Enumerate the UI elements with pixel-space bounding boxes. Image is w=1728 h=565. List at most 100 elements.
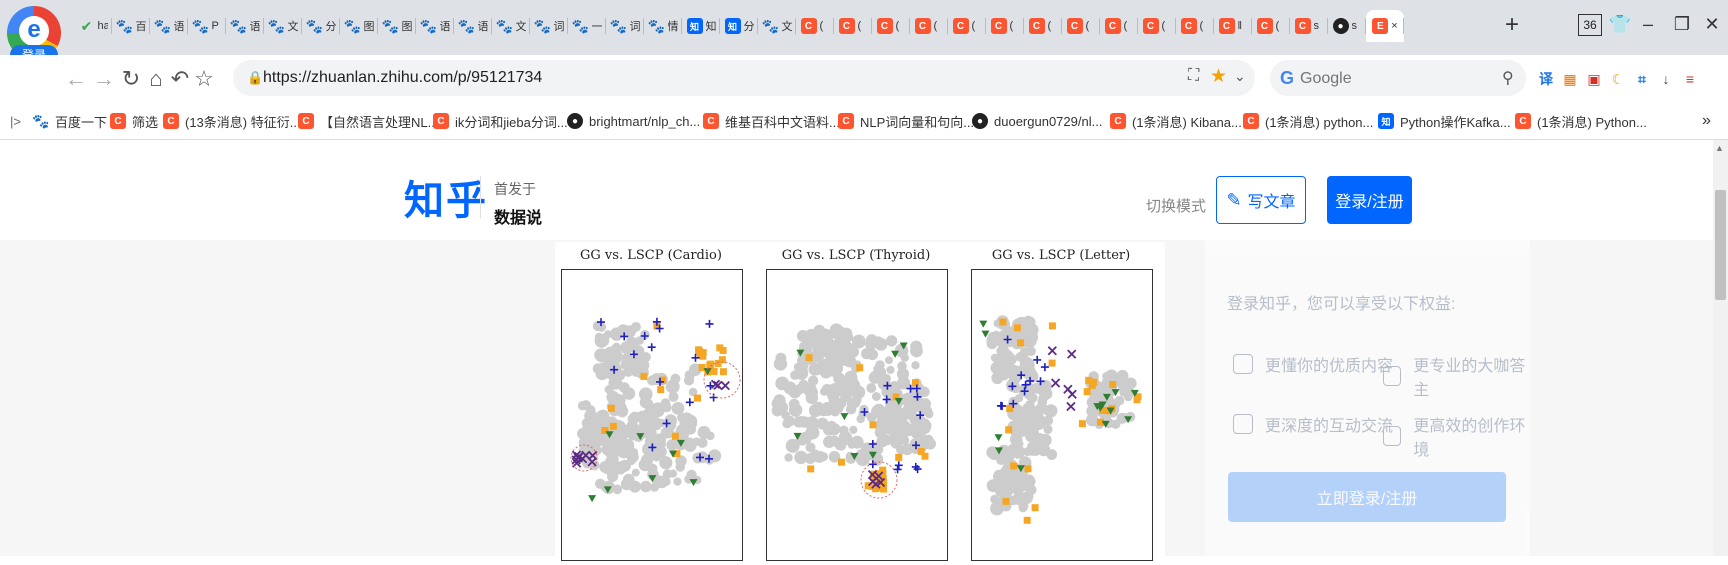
apps-icon[interactable]: ▦ [1563, 71, 1577, 87]
forward-icon[interactable]: → [93, 66, 115, 91]
browser-tab[interactable]: 🐾 语 [416, 10, 454, 42]
browser-tab[interactable]: 🐾 文 [758, 10, 796, 42]
login-register-button[interactable]: 登录/注册 [1327, 176, 1412, 224]
browser-tab[interactable]: C( [910, 10, 948, 42]
translate-icon[interactable]: 译 [1539, 71, 1553, 87]
home-icon[interactable]: ⌂ [149, 66, 163, 91]
browser-tab[interactable]: 🐾 百 [112, 10, 150, 42]
close-window-icon[interactable]: ✕ [1704, 14, 1720, 34]
bookmark-item[interactable]: 🐾 百度一下 [32, 112, 107, 130]
bookmark-item[interactable]: C (1条消息) Kibana... [1110, 112, 1242, 130]
bookmark-star-icon[interactable]: ☆ [194, 66, 214, 91]
search-input[interactable] [1298, 67, 1502, 91]
scroll-up-icon[interactable]: ▲ [1715, 143, 1724, 153]
browser-tab[interactable]: C( [796, 10, 834, 42]
bookmark-item[interactable]: ● duoergun0729/nl... [972, 112, 1102, 130]
favorite-star-icon[interactable]: ★ [1210, 66, 1228, 87]
gg-marker [1130, 389, 1139, 397]
browser-tab[interactable]: ✔ hao [74, 10, 112, 42]
write-article-button[interactable]: ✎ 写文章 [1216, 176, 1306, 224]
download-icon[interactable]: ↓ [1662, 71, 1670, 87]
search-box[interactable]: G ⚲ [1270, 60, 1526, 96]
browser-tab[interactable]: 🐾 图 [340, 10, 378, 42]
browser-tab[interactable]: 🐾 语 [150, 10, 188, 42]
browser-tab[interactable]: C( [872, 10, 910, 42]
lscp-marker [906, 384, 915, 393]
inlier-point [1038, 393, 1048, 403]
bookmark-item[interactable]: ● brightmart/nlp_ch... [567, 112, 700, 130]
undo-icon[interactable]: ↶ [170, 66, 190, 91]
browser-tab[interactable]: C( [1252, 10, 1290, 42]
browser-tab[interactable]: C( [834, 10, 872, 42]
restore-icon[interactable]: ❐ [1673, 14, 1691, 34]
bookmark-item[interactable]: C (1条消息) python... [1243, 112, 1373, 130]
browser-tab[interactable]: 🐾 词 [530, 10, 568, 42]
crop-icon[interactable]: ⌗ [1638, 71, 1646, 87]
pdf-icon[interactable]: ▣ [1587, 71, 1601, 87]
browser-tab[interactable]: C( [948, 10, 986, 42]
back-icon[interactable]: ← [65, 66, 87, 91]
scroll-thumb[interactable] [1715, 190, 1726, 300]
bookmark-item[interactable]: C 筛选 [110, 112, 158, 130]
page-scrollbar[interactable]: ▲ [1713, 140, 1728, 556]
window-count-badge[interactable]: 36 [1578, 14, 1602, 36]
browser-tab[interactable]: C( [1138, 10, 1176, 42]
browser-tab[interactable]: 🐾 P [188, 10, 226, 42]
minimize-icon[interactable]: – [1642, 14, 1653, 34]
screenshot-icon[interactable]: ⛶ [1188, 67, 1200, 84]
url-text[interactable]: https://zhuanlan.zhihu.com/p/95121734 [263, 69, 543, 86]
skin-icon[interactable]: 👕 [1608, 14, 1632, 34]
browser-tab[interactable]: C ‖ [1214, 10, 1252, 42]
bookmark-item[interactable]: C (13条消息) 特征衍... [163, 112, 301, 130]
outlier-marker [1010, 462, 1018, 470]
browser-tab[interactable]: 🐾 语 [226, 10, 264, 42]
inlier-point [684, 370, 695, 381]
browser-logo[interactable]: e 登录 [7, 6, 61, 65]
inlier-point [919, 398, 931, 410]
bookmarks-more-button[interactable]: » [1702, 112, 1711, 129]
browser-tab[interactable]: 知分 [720, 10, 758, 42]
address-bar[interactable]: 🔒 https://zhuanlan.zhihu.com/p/95121734 … [233, 60, 1255, 96]
bookmark-item[interactable]: C 维基百科中文语料... [703, 112, 840, 130]
chevron-down-icon[interactable]: ⌄ [1234, 68, 1246, 84]
outlier-marker [657, 386, 665, 394]
bookmark-item[interactable]: C NLP词向量和句向... [838, 112, 974, 130]
login-now-button[interactable]: 立即登录/注册 [1228, 472, 1506, 522]
browser-tab[interactable]: 🐾 图 [378, 10, 416, 42]
browser-tab[interactable]: 🐾 一 [568, 10, 606, 42]
bookmark-label: (1条消息) Kibana... [1132, 114, 1242, 130]
browser-tab[interactable]: 🐾 语 [454, 10, 492, 42]
bookmark-item[interactable]: C (1条消息) Python... [1515, 112, 1647, 130]
browser-tab[interactable]: 🐾 词 [606, 10, 644, 42]
inlier-point [617, 324, 629, 336]
bookmark-item[interactable]: 知 Python操作Kafka... [1378, 112, 1511, 130]
browser-tab[interactable]: C( [1176, 10, 1214, 42]
browser-tab[interactable]: C( [1062, 10, 1100, 42]
inlier-point [640, 480, 652, 493]
reload-icon[interactable]: ↻ [121, 66, 141, 91]
inlier-point [881, 434, 892, 446]
column-name-link[interactable]: 数据说 [494, 210, 543, 227]
inlier-point [986, 479, 1000, 493]
browser-tab[interactable]: C( [986, 10, 1024, 42]
browser-tab[interactable]: 🐾 文 [264, 10, 302, 42]
browser-tab[interactable]: 知知 [682, 10, 720, 42]
browser-tab[interactable]: ● s [1328, 10, 1366, 42]
bookmark-toggle-icon[interactable]: |> [10, 113, 21, 129]
zhihu-logo[interactable]: 知乎 [404, 178, 488, 224]
outlier-marker [1048, 322, 1056, 330]
bookmark-item[interactable]: C 【自然语言处理NL... [298, 112, 438, 130]
browser-tab[interactable]: E × [1366, 10, 1404, 42]
browser-tab[interactable]: C( [1100, 10, 1138, 42]
new-tab-button[interactable]: + [1504, 11, 1519, 38]
moon-icon[interactable]: ☾ [1611, 71, 1625, 87]
search-icon[interactable]: ⚲ [1502, 70, 1514, 87]
switch-mode-button[interactable]: 切换模式 [1146, 198, 1207, 215]
browser-tab[interactable]: 🐾 分 [302, 10, 340, 42]
browser-tab[interactable]: 🐾 文 [492, 10, 530, 42]
browser-tab[interactable]: C( [1024, 10, 1062, 42]
browser-tab[interactable]: 🐾 情 [644, 10, 682, 42]
menu-icon[interactable]: ≡ [1685, 71, 1695, 87]
